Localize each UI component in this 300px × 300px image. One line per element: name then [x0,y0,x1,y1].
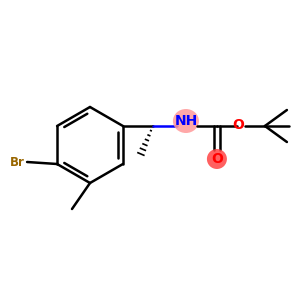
Text: O: O [211,152,223,166]
Ellipse shape [207,149,227,169]
Text: Br: Br [10,155,25,169]
Text: NH: NH [174,114,197,128]
Text: O: O [232,118,244,132]
Ellipse shape [173,109,199,133]
